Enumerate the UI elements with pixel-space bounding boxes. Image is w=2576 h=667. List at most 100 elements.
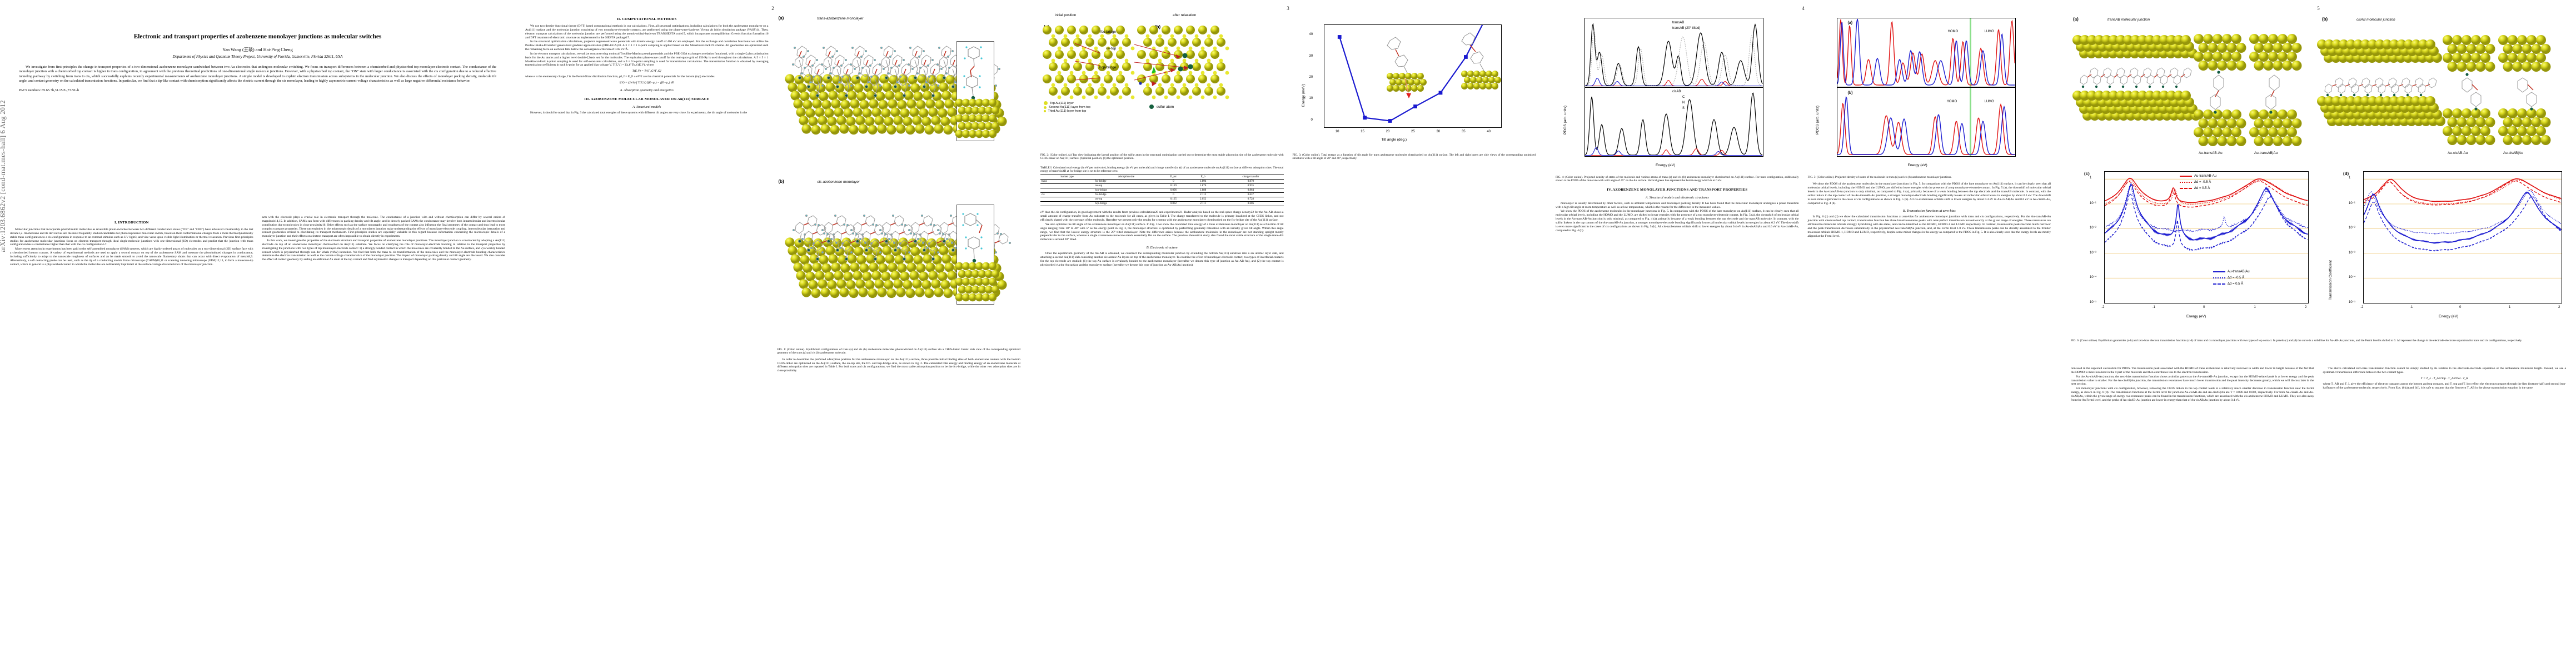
figure-2-initial-label: initial position [1055,13,1077,17]
y-tick-label: 10⁻⁴ [2090,276,2097,280]
fig4-legend-N: N [1682,101,1685,104]
y-tick-label: 1 [2349,176,2351,180]
fig6-panel-c-label: (c) [2084,171,2090,176]
legend-swatch-second-layer [1044,106,1047,109]
figure-5-chart: (a) (b) HOMO LUMO HOMO LUMO Energy (eV) … [1807,12,2051,173]
table-cell: hcp-bridge [1094,201,1159,207]
table-col-header: charge transfer [1218,175,1284,180]
table-cell: 0.125 [1158,197,1188,202]
fig5-panel-b-label: (b) [1847,91,1853,95]
page-number: 2 [771,6,774,11]
x-tick-label: -1 [2152,306,2155,309]
table-cell: 0.637 [1218,192,1284,198]
fig5-homo-label-a: HOMO [1947,30,1959,33]
x-tick-label: 0 [2459,306,2462,309]
table-col-header: E_tot [1158,175,1188,180]
page3-col-left: initial position after relaxation (a) (b… [1040,12,1284,663]
subsection-heading-absorption: A. Absorption geometry and energetics [620,88,674,93]
page4-col-right: (a) (b) HOMO LUMO HOMO LUMO Energy (eV) … [1807,12,2051,663]
table-cell [1040,183,1094,189]
x-tick-label: -2 [2360,306,2364,309]
table-col-header: E_b [1188,175,1218,180]
y-tick-label: 10⁻¹ [2090,201,2096,205]
fig6-struct-b-title: cisAB molecular junction [2356,18,2395,22]
paragraph: We show the PDOS of the azobenzene molec… [1807,182,2051,205]
paragraph: For monolayer junctions with cis configu… [2071,387,2314,402]
legend-line-swatch [2180,176,2192,177]
fig4-panel-a-box [1585,18,1763,87]
page-4: 4 [1546,0,2061,667]
figure-6-structures: (a) transAB molecular junction (b) cisAB… [2071,17,2566,167]
figure-2: initial position after relaxation (a) (b… [1040,12,1284,151]
table-cell: cis [1040,192,1094,198]
section-heading-computational-methods: II. COMPUTATIONAL METHODS [616,17,677,21]
figure-2-after-label: after relaxation [1173,13,1197,17]
legend-label: Δd = 0.5 Å [2228,282,2244,286]
legend-label: Δd = -0.5 Å [2228,276,2245,280]
inset-molecule-20deg [1386,37,1427,92]
chart-x-axis-label: Tilt angle (deg.) [1381,138,1407,142]
fig4-legend-S: S [1682,107,1685,110]
table-col-header: adsorption site [1094,175,1159,180]
fig5-panel-a-box [1836,18,2016,87]
x-tick-label: 1 [2254,306,2256,309]
y-tick-label: 10⁻⁴ [2349,276,2356,280]
table-1: isomer type adsorption site E_tot E_b ch… [1040,175,1284,207]
table-1-caption: TABLE I: Calculated total energy (in eV … [1040,166,1284,173]
legend-swatch-sulfur [1149,104,1154,109]
y-tick-label: 10 [1309,97,1313,101]
paragraph: Molecular junctions that incorporate pho… [10,228,253,247]
paragraph: In this work, we investigate the propert… [262,239,506,262]
y-tick-label: 10⁻² [2349,226,2355,230]
legend-line-swatch [2213,283,2225,285]
legend-item: Au-transAB-Au [2180,175,2216,178]
figure-3-chart: 10 15 20 25 30 35 40 0 10 20 30 40 Tilt angle (deg… [1292,12,1536,151]
page2-col-right: (a) trans-azobenzene monolayer [777,12,1020,663]
fig4-legend-transAB-tilt: transAB (20° tilted) [1672,27,1701,30]
table-cell: 2.052 [1188,197,1218,202]
table-cell: 0.728 [1218,197,1284,202]
table-cell: 0 [1158,192,1188,198]
table-cell: hcp-bridge [1094,188,1159,193]
table-cell: trans [1040,179,1094,185]
table-cell: 1.888 [1188,188,1218,193]
paragraph: The above calculated zero-bias transmiss… [2323,367,2567,374]
table-row: hcp-bridge 0.002 2.111 0.606 [1040,201,1284,207]
figure-1-panel-a-label: (a) [778,16,784,21]
figure-2-legend: Top Au(111) layer Second Au(111) layer f… [1044,101,1090,113]
page3-right-filler [1293,161,1536,461]
pdos-trans-svg [1585,23,1763,87]
pdos-junction-cis-svg [1837,88,2015,156]
table-cell: fcc-bridge [1094,179,1159,185]
paragraph: tion used in the supercell calculation f… [2071,367,2314,374]
fig6-struct-a-title: transAB molecular junction [2107,18,2150,22]
paragraph: In the electron transport calculations, … [525,52,769,67]
fig5-lumo-label-a: LUMO [1984,30,1994,33]
paragraph: acts with the electrode plays a crucial … [262,216,506,238]
page-title: Electronic and transport properties of a… [133,33,382,40]
chart-plot-area [1323,24,1502,128]
fig4-y-axis-label: PDOS (arb. units) [1563,105,1567,135]
section-heading-monolayer: III. AZOBENZENE MOLECULAR MONOLAYER ON A… [584,97,710,102]
paragraph: In the structural optimization calculati… [525,40,769,52]
page2-columns: II. COMPUTATIONAL METHODS We use two den… [515,12,1030,663]
table-cell: 0 [1158,179,1188,185]
table-row: hcp-bridge 0.006 1.888 0.864 [1040,188,1284,193]
figure-2-caption: FIG. 2: (Color online). (a) Top view ind… [1040,153,1284,161]
section-heading-introduction: I. INTRODUCTION [114,221,149,225]
fig5-panel-b-box [1836,87,2016,157]
x-tick-label: 1 [2509,306,2511,309]
section-heading-junctions: IV. AZOBENZENE MONOLAYER JUNCTIONS AND T… [1607,187,1748,192]
figure-1-panel-b-label: (b) [778,179,784,184]
chart-y-axis-label: Energy (meV) [1301,84,1306,107]
table-cell: 0.119 [1158,183,1188,189]
table-row: on-top 0.119 1.876 0.935 [1040,183,1284,189]
table-cell: 0.002 [1158,201,1188,207]
pdos-junction-trans-svg [1837,18,2015,87]
abstract: We investigate from first-principles the… [19,65,496,83]
y-tick-label: 30 [1309,54,1313,58]
page-3: 3 initial position after relaxation (a) … [1030,0,1546,667]
fig5-x-axis-label: Energy (eV) [1907,163,1927,167]
paragraph: where T_AB and T_L give the efficiency o… [2323,382,2567,390]
